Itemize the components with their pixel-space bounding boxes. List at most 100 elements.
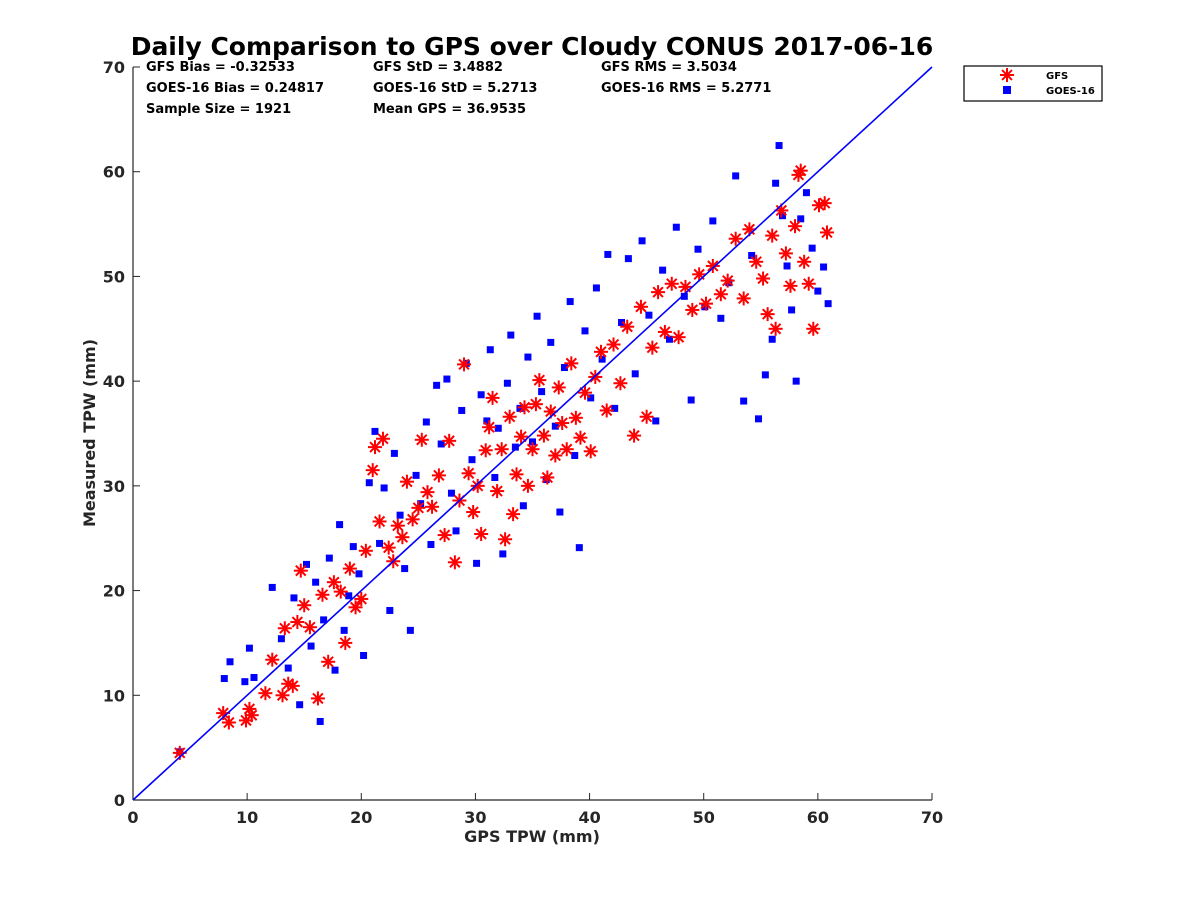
gfs-point [490, 484, 505, 499]
sample-size-stat: Sample Size = 1921 [146, 102, 291, 117]
goes-rms-stat: GOES-16 RMS = 5.2771 [601, 81, 771, 96]
goes16-point [349, 543, 357, 551]
gfs-point [474, 527, 489, 542]
gfs-point [506, 507, 521, 522]
gfs-point [437, 528, 452, 543]
goes16-point [220, 675, 228, 683]
goes16-point [631, 370, 639, 378]
gfs-point [651, 285, 666, 300]
goes16-point [775, 142, 783, 150]
goes16-point [437, 440, 445, 448]
gfs-point [405, 512, 420, 527]
goes16-point [433, 381, 441, 389]
goes16-point [645, 311, 653, 319]
gfs-point [720, 273, 735, 288]
gfs-point [297, 598, 312, 613]
gfs-point [671, 330, 686, 345]
goes16-point [417, 500, 425, 508]
gfs-point [485, 390, 500, 405]
legend-goes16-marker [1003, 86, 1011, 94]
gfs-point [756, 271, 771, 286]
gfs-point [540, 470, 555, 485]
goes16-point [491, 473, 499, 481]
gfs-point [461, 466, 476, 481]
gfs-bias-stat: GFS Bias = -0.32533 [146, 60, 295, 75]
goes16-point [717, 314, 725, 322]
gfs-point [321, 654, 336, 669]
gfs-point [381, 540, 396, 555]
gfs-point [698, 296, 713, 311]
gfs-point [783, 278, 798, 293]
gfs-point [768, 321, 783, 336]
gfs-point [457, 357, 472, 372]
goes16-point [473, 559, 481, 567]
gfs-point [685, 302, 700, 317]
goes16-point [331, 666, 339, 674]
goes16-point [665, 335, 673, 343]
gfs-point [749, 254, 764, 269]
goes16-point [376, 539, 384, 547]
gfs-point [502, 409, 517, 424]
goes16-point [551, 422, 559, 430]
goes16-point [516, 404, 524, 412]
goes16-point [581, 327, 589, 335]
gfs-point [705, 258, 720, 273]
x-tick-label: 50 [693, 808, 715, 827]
goes16-point [524, 353, 532, 361]
goes16-point [406, 626, 414, 634]
goes-bias-stat: GOES-16 Bias = 0.24817 [146, 81, 324, 96]
gfs-point [498, 532, 513, 547]
gfs-point [258, 686, 273, 701]
goes16-point [772, 179, 780, 187]
goes16-point [447, 489, 455, 497]
gfs-point [414, 432, 429, 447]
y-tick-label: 70 [103, 58, 125, 77]
x-tick-label: 40 [578, 808, 600, 827]
goes16-point [477, 391, 485, 399]
goes16-point [345, 592, 353, 600]
gfs-point [819, 225, 834, 240]
goes16-point [360, 651, 368, 659]
gfs-point [310, 691, 325, 706]
y-tick-label: 50 [103, 267, 125, 286]
gfs-point [348, 600, 363, 615]
goes16-point [624, 255, 632, 263]
goes16-point [538, 388, 546, 396]
x-tick-label: 0 [127, 808, 138, 827]
gfs-point [760, 307, 775, 322]
gfs-point [742, 222, 757, 237]
gfs-point [358, 543, 373, 558]
gfs-rms-stat: GFS RMS = 3.5034 [601, 60, 737, 75]
goes16-point [241, 678, 249, 686]
gfs-point [244, 708, 259, 723]
goes16-point [519, 502, 527, 510]
gfs-point [778, 246, 793, 261]
goes16-point [694, 245, 702, 253]
gfs-point [315, 587, 330, 602]
gfs-point [525, 442, 540, 457]
y-tick-label: 60 [103, 163, 125, 182]
gfs-point [532, 373, 547, 388]
gfs-point [342, 561, 357, 576]
gfs-point [470, 478, 485, 493]
goes16-point [427, 540, 435, 548]
goes16-point [566, 298, 574, 306]
legend-box [963, 65, 1103, 102]
gfs-point [420, 485, 435, 500]
goes16-point [396, 511, 404, 519]
gfs-point [806, 321, 821, 336]
goes16-point [618, 319, 626, 327]
goes16-point [783, 262, 791, 270]
goes16-point [755, 415, 763, 423]
gfs-point [509, 467, 524, 482]
goes16-point [556, 508, 564, 516]
gfs-point [645, 340, 660, 355]
goes16-point [483, 417, 491, 425]
gfs-point [551, 380, 566, 395]
goes16-point [390, 449, 398, 457]
gfs-point [548, 448, 563, 463]
gfs-point [517, 400, 532, 415]
gfs-point [564, 356, 579, 371]
goes16-point [452, 527, 460, 535]
goes16-point [802, 189, 810, 197]
